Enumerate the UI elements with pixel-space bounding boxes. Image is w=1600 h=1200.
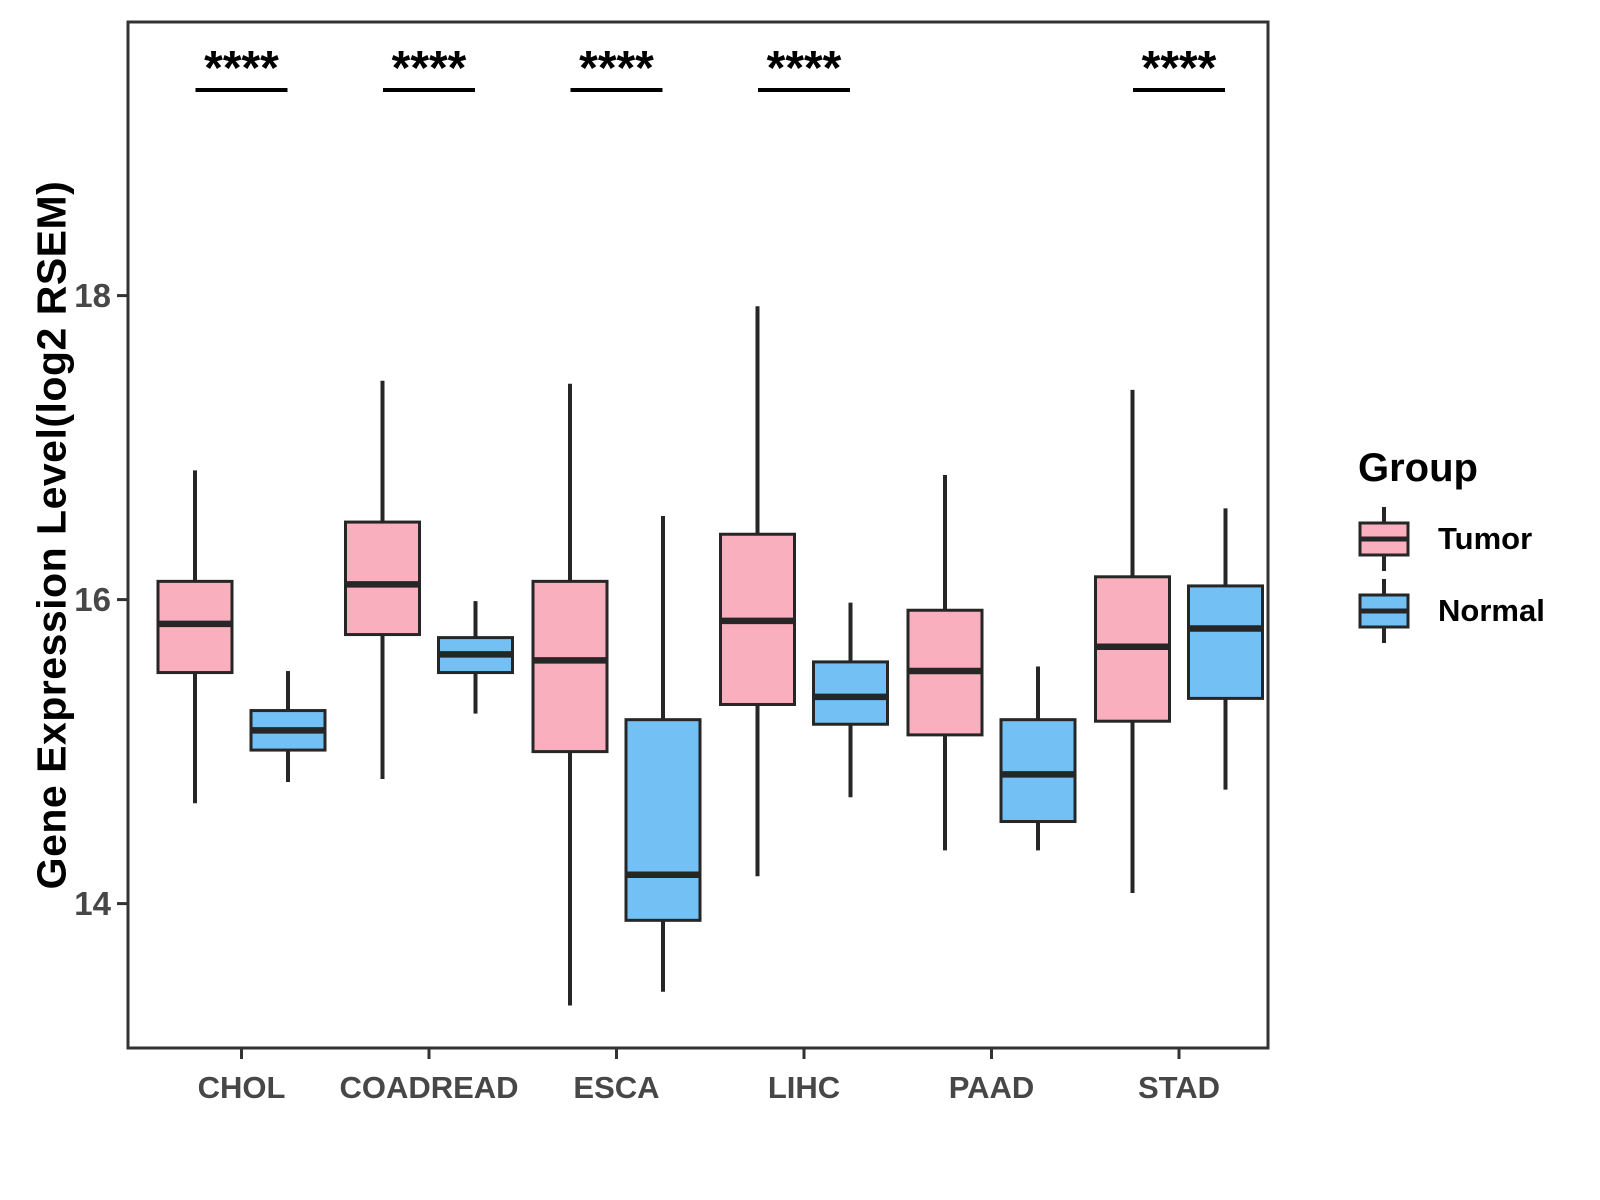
- tumor-boxplot-icon: [1358, 507, 1410, 571]
- x-tick-label-ESCA: ESCA: [573, 1070, 659, 1105]
- significance-stars-STAD: ****: [1142, 42, 1217, 95]
- legend-label-normal: Normal: [1438, 593, 1545, 628]
- box-Normal-PAAD: [999, 718, 1077, 824]
- box-Tumor-ESCA: [531, 579, 609, 754]
- y-tick-label-16: 16: [74, 581, 111, 618]
- x-tick-label-COADREAD: COADREAD: [339, 1070, 518, 1105]
- significance-stars-LIHC: ****: [767, 42, 842, 95]
- panel-border: [126, 20, 1270, 1050]
- y-axis-title: Gene Expression Level(log2 RSEM): [28, 180, 75, 890]
- box-Normal-LIHC: [812, 660, 889, 726]
- y-tick-label-14: 14: [74, 885, 111, 922]
- legend-title: Group: [1358, 446, 1478, 490]
- legend-label-tumor: Tumor: [1438, 521, 1533, 556]
- legend: Group Tumor Normal: [1356, 446, 1545, 647]
- x-tick-label-LIHC: LIHC: [768, 1070, 840, 1105]
- y-tick-label-18: 18: [74, 277, 111, 314]
- legend-entry-tumor: Tumor: [1356, 503, 1545, 575]
- box-Tumor-COADREAD: [344, 520, 421, 637]
- significance-stars-CHOL: ****: [204, 42, 279, 95]
- box-Normal-ESCA: [624, 718, 702, 922]
- x-tick-label-CHOL: CHOL: [198, 1070, 286, 1105]
- significance-stars-ESCA: ****: [579, 42, 654, 95]
- significance-stars-COADREAD: ****: [392, 42, 467, 95]
- normal-boxplot-icon: [1358, 579, 1410, 643]
- box-Normal-STAD: [1187, 584, 1264, 700]
- x-tick-label-STAD: STAD: [1138, 1070, 1220, 1105]
- x-tick-label-PAAD: PAAD: [949, 1070, 1035, 1105]
- legend-entry-normal: Normal: [1356, 575, 1545, 647]
